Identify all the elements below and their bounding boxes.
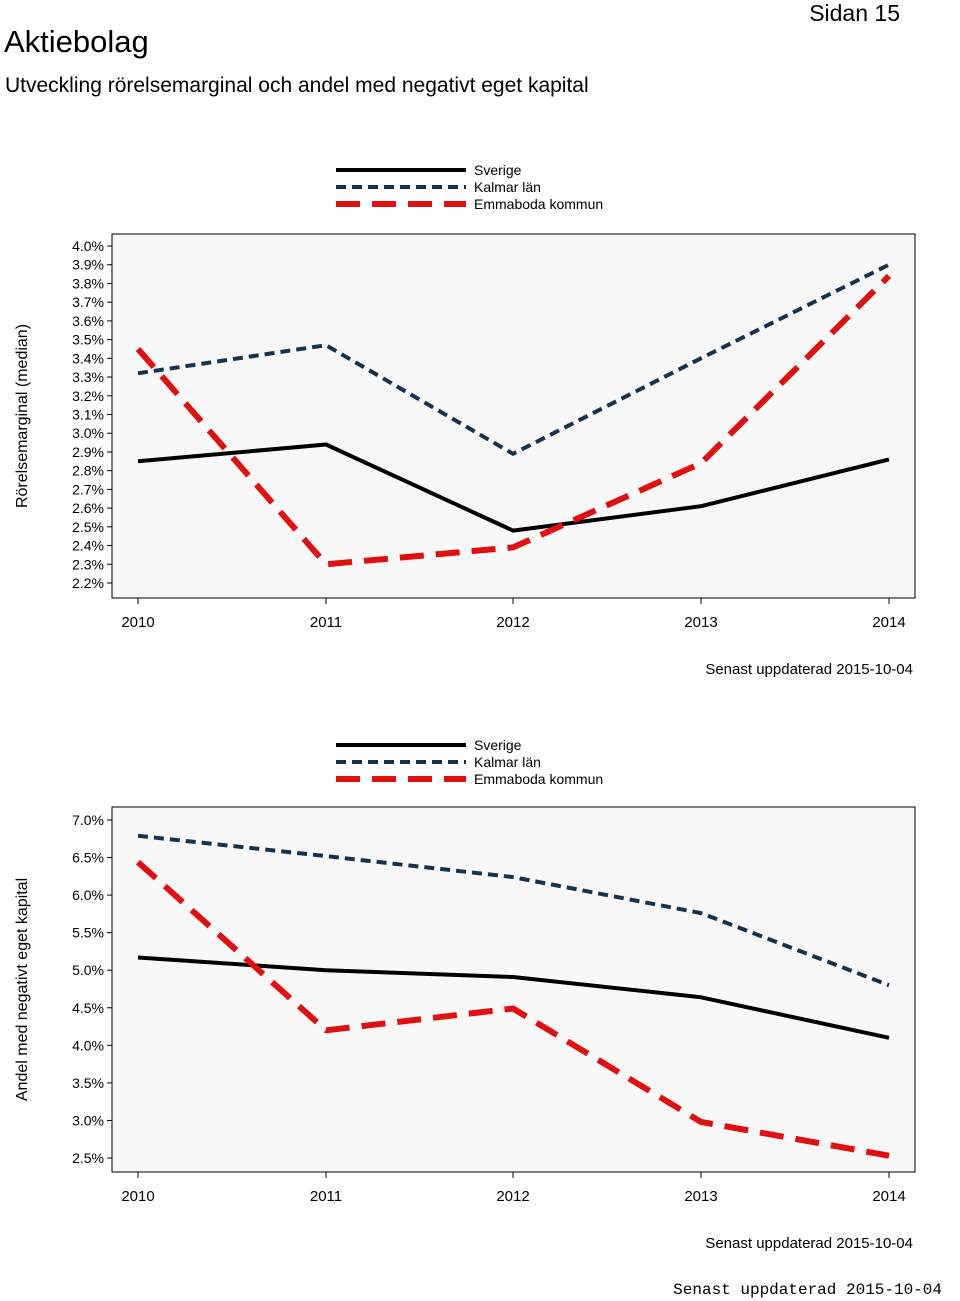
y-tick-label: 3.4%: [72, 350, 104, 366]
y-tick-label: 6.5%: [72, 850, 104, 866]
x-tick-label: 2011: [310, 1188, 342, 1205]
x-tick-label: 2012: [496, 1188, 529, 1205]
legend-label-sverige: Sverige: [474, 737, 522, 753]
y-tick-label: 3.5%: [72, 1075, 104, 1091]
y-tick-label: 3.9%: [72, 257, 104, 273]
y-tick-label: 2.5%: [72, 1150, 104, 1166]
y-tick-label: 7.0%: [72, 812, 104, 828]
chart-updated-note: Senast uppdaterad 2015-10-04: [705, 661, 913, 678]
chart-updated-note: Senast uppdaterad 2015-10-04: [705, 1235, 913, 1252]
page-title: Aktiebolag: [4, 24, 149, 59]
legend-label-sverige: Sverige: [474, 162, 522, 178]
y-tick-label: 5.5%: [72, 925, 104, 941]
page-subtitle: Utveckling rörelsemarginal och andel med…: [5, 74, 589, 97]
y-axis-label: Rörelsemarginal (median): [14, 324, 31, 508]
y-tick-label: 3.0%: [72, 425, 104, 441]
x-tick-label: 2014: [872, 1188, 905, 1205]
x-tick-label: 2013: [684, 614, 717, 631]
y-tick-label: 2.7%: [72, 481, 104, 497]
plot-area: [111, 806, 916, 1173]
y-tick-label: 3.6%: [72, 313, 104, 329]
y-tick-label: 3.8%: [72, 275, 104, 291]
y-tick-label: 2.8%: [72, 463, 104, 479]
legend-label-kalmar: Kalmar län: [474, 754, 541, 770]
y-tick-label: 4.0%: [72, 1037, 104, 1053]
plot-area: [111, 233, 916, 599]
x-tick-label: 2014: [872, 614, 905, 631]
y-tick-label: 2.3%: [72, 556, 104, 572]
y-tick-label: 3.1%: [72, 407, 104, 423]
x-tick-label: 2013: [684, 1188, 717, 1205]
y-tick-label: 3.0%: [72, 1112, 104, 1128]
y-axis-label: Andel med negativt eget kapital: [14, 878, 31, 1101]
y-tick-label: 2.2%: [72, 575, 104, 591]
y-tick-label: 3.7%: [72, 294, 104, 310]
y-tick-label: 2.5%: [72, 519, 104, 535]
x-tick-label: 2010: [121, 1188, 154, 1205]
footer-updated-stamp: Senast uppdaterad 2015-10-04: [673, 1281, 942, 1299]
y-tick-label: 5.0%: [72, 962, 104, 978]
legend-label-emmaboda: Emmaboda kommun: [474, 196, 603, 212]
y-tick-label: 2.4%: [72, 538, 104, 554]
y-tick-label: 3.5%: [72, 332, 104, 348]
x-tick-label: 2011: [310, 614, 342, 631]
x-tick-label: 2012: [496, 614, 529, 631]
legend-label-emmaboda: Emmaboda kommun: [474, 771, 603, 787]
y-tick-label: 3.2%: [72, 388, 104, 404]
y-tick-label: 3.3%: [72, 369, 104, 385]
legend-label-kalmar: Kalmar län: [474, 179, 541, 195]
y-tick-label: 2.9%: [72, 444, 104, 460]
y-tick-label: 2.6%: [72, 500, 104, 516]
y-tick-label: 4.5%: [72, 1000, 104, 1016]
y-tick-label: 4.0%: [72, 238, 104, 254]
x-tick-label: 2010: [121, 614, 154, 631]
page-number: Sidan 15: [809, 0, 900, 26]
y-tick-label: 6.0%: [72, 887, 104, 903]
